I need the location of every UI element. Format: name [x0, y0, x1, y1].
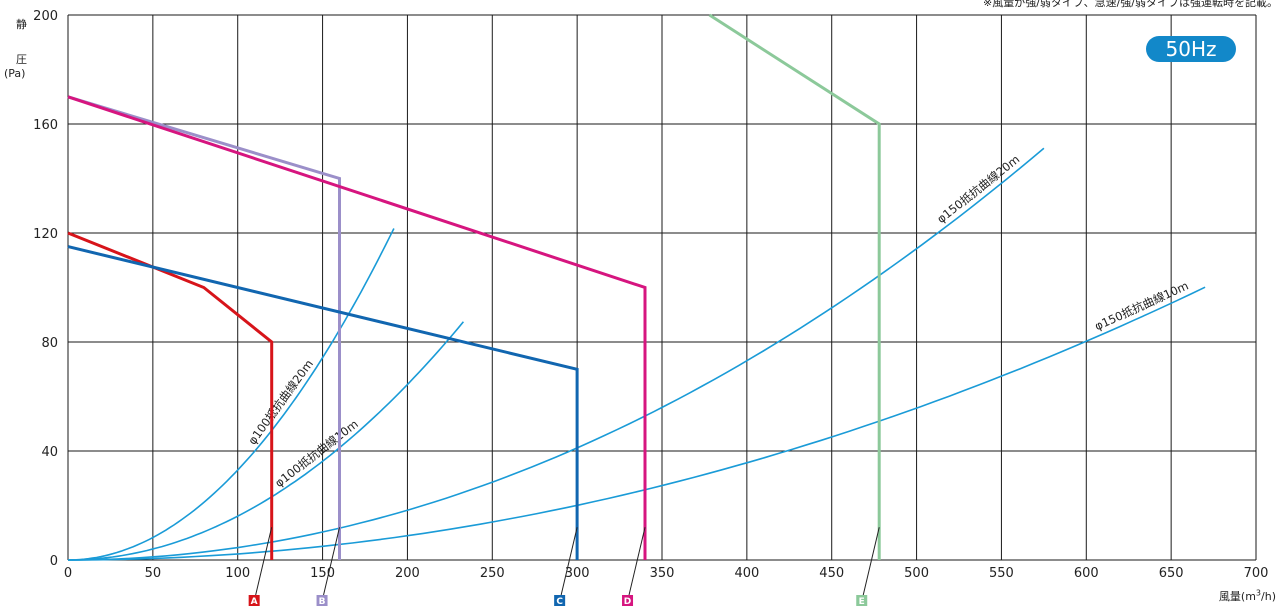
x-tick-label: 550 — [989, 566, 1014, 581]
y-axis-unit: (Pa) — [4, 67, 26, 80]
resistance-curve — [67, 147, 1045, 561]
resistance-curve — [67, 228, 395, 561]
marker-leader-E — [862, 527, 880, 596]
resistance-curve — [68, 286, 1206, 561]
marker-box-B — [316, 595, 328, 606]
marker-box-D — [622, 595, 634, 606]
marker-box-A — [248, 595, 260, 606]
x-tick-label: 50 — [145, 566, 162, 581]
resistance-curve-label: φ100抵抗曲線20m — [245, 357, 316, 447]
marker-leader-C — [560, 527, 578, 596]
marker-label-E: E — [859, 597, 865, 607]
y-axis-label-line2: 圧 — [16, 53, 27, 66]
series-line-D — [67, 95, 647, 560]
resistance-curve — [68, 321, 465, 561]
y-tick-label: 200 — [33, 9, 58, 24]
frequency-badge: 50Hz — [1146, 36, 1236, 62]
y-tick-label: 120 — [33, 227, 58, 242]
x-tick-label: 150 — [310, 566, 335, 581]
marker-leader-D — [628, 527, 646, 596]
x-tick-label: 250 — [480, 566, 505, 581]
marker-leader-B — [323, 527, 341, 596]
x-tick-label: 600 — [1074, 566, 1099, 581]
resistance-curve-label: φ150抵抗曲線10m — [1093, 278, 1191, 333]
x-tick-label: 500 — [904, 566, 929, 581]
marker-label-A: A — [251, 597, 258, 607]
y-tick-label: 40 — [41, 445, 58, 460]
y-axis-label-line1: 静 — [16, 18, 27, 31]
marker-label-D: D — [624, 597, 631, 607]
marker-leader-A — [255, 527, 273, 596]
x-tick-label: 650 — [1159, 566, 1184, 581]
series-line-E — [708, 13, 881, 560]
resistance-curve-label: φ150抵抗曲線20m — [934, 152, 1022, 226]
resistance-curve-label: φ100抵抗曲線10m — [272, 417, 361, 490]
marker-box-C — [554, 595, 566, 606]
x-tick-label: 350 — [650, 566, 675, 581]
y-tick-label: 160 — [33, 118, 58, 133]
marker-label-B: B — [319, 597, 326, 607]
y-tick-label: 80 — [41, 336, 58, 351]
marker-label-C: C — [556, 597, 563, 607]
x-tick-label: 450 — [819, 566, 844, 581]
x-tick-label: 300 — [565, 566, 590, 581]
marker-box-E — [856, 595, 868, 606]
x-tick-label: 200 — [395, 566, 420, 581]
x-axis-label: 風量(m3/h) — [1218, 588, 1276, 603]
series-line-C — [67, 245, 579, 560]
series-line-B — [67, 95, 341, 560]
y-tick-label: 0 — [50, 554, 58, 569]
x-tick-label: 400 — [734, 566, 759, 581]
x-tick-label: 100 — [225, 566, 250, 581]
footnote: ※風量が強/弱タイプ、急速/強/弱タイプは強運転時を記載。 — [982, 0, 1278, 9]
x-tick-label: 0 — [64, 566, 72, 581]
x-tick-label: 700 — [1244, 566, 1269, 581]
series-line-A — [67, 231, 274, 560]
